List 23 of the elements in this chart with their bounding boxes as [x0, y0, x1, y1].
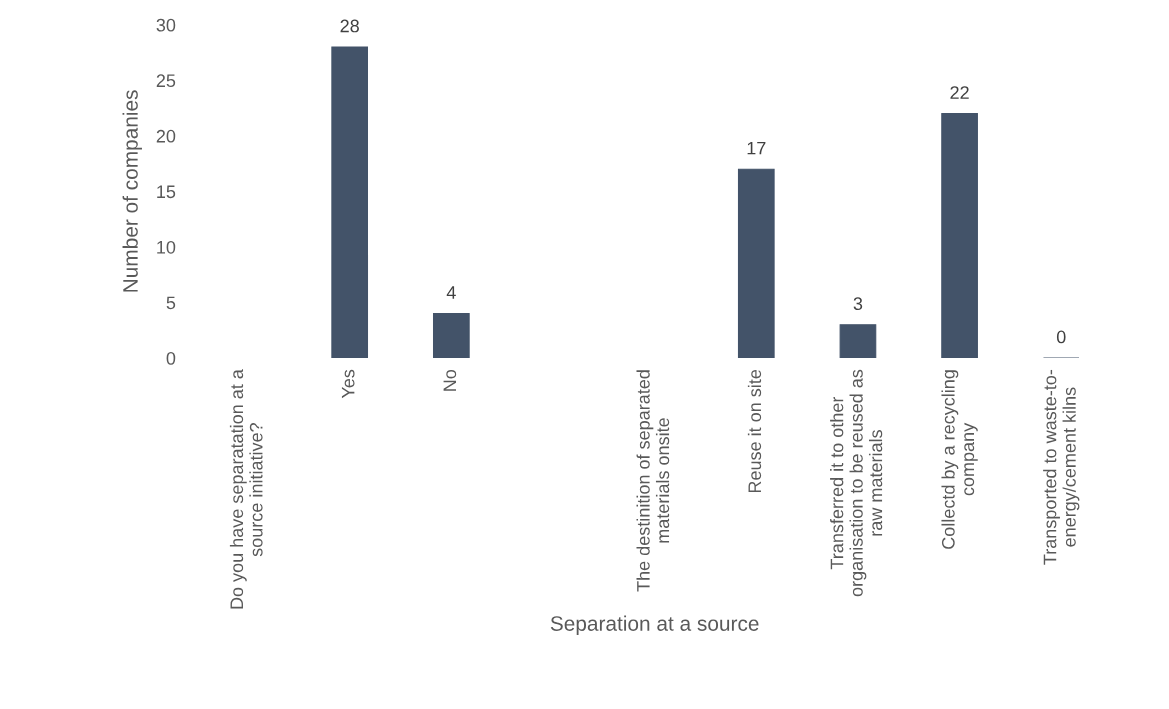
x-tick-label: The destinition of separated materials onsite — [636, 370, 670, 592]
x-axis-title: Separation at a source — [550, 615, 759, 636]
y-tick-label: 20 — [156, 129, 176, 143]
x-tick-label: Yes — [341, 369, 355, 399]
x-tick-label: Reuse it on site — [747, 369, 762, 493]
data-label: 28 — [340, 19, 359, 33]
y-axis-title: Number of companies — [122, 90, 142, 292]
x-tick-label: Collectd by a recycling company — [941, 370, 978, 549]
y-tick-label: 15 — [157, 185, 176, 199]
data-label: 3 — [853, 297, 863, 311]
y-tick-label: 0 — [166, 351, 176, 365]
x-tick-label: Do you have separatation at a source initiative? — [229, 369, 263, 609]
y-tick-label: 10 — [157, 240, 176, 254]
y-tick-label: 30 — [156, 18, 176, 32]
x-tick-label: Transported to waste-to- energy/cement kilns — [1043, 369, 1080, 565]
x-tick-label: Transferred it to other organisation to be reused as raw materials — [830, 369, 883, 597]
data-label: 4 — [446, 286, 456, 299]
y-tick-label: 5 — [166, 296, 176, 310]
y-tick-label: 25 — [156, 74, 176, 88]
data-label: 22 — [950, 86, 969, 99]
data-label: 0 — [1056, 330, 1066, 344]
x-tick-label: No — [443, 369, 457, 391]
data-label: 17 — [747, 141, 766, 155]
